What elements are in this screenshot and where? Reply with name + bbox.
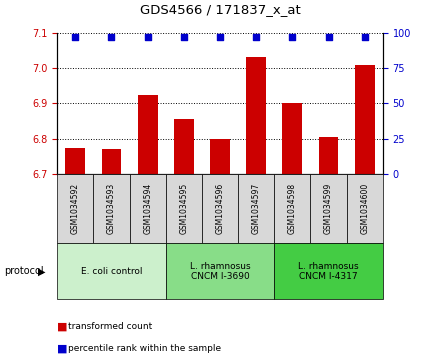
Text: GSM1034592: GSM1034592 (71, 183, 80, 234)
Bar (274, 243, 383, 299)
Text: E. coli control: E. coli control (81, 267, 142, 276)
Bar (66, 148, 85, 174)
Text: GSM1034595: GSM1034595 (180, 183, 188, 234)
Text: ■: ■ (57, 343, 68, 354)
Bar (282, 103, 302, 174)
Bar (202, 174, 238, 243)
Bar (238, 174, 274, 243)
Text: transformed count: transformed count (68, 322, 152, 331)
Point (361, 34, 368, 40)
Bar (166, 243, 274, 299)
Bar (129, 174, 166, 243)
Text: GSM1034599: GSM1034599 (324, 183, 333, 234)
Text: percentile rank within the sample: percentile rank within the sample (68, 344, 221, 353)
Bar (355, 65, 375, 174)
Point (216, 34, 224, 40)
Bar (93, 174, 129, 243)
Point (144, 34, 151, 40)
Text: ■: ■ (57, 322, 68, 332)
Bar (246, 57, 266, 174)
Bar (166, 174, 202, 243)
Bar (210, 139, 230, 174)
Bar (274, 174, 311, 243)
Bar (57, 243, 166, 299)
Text: L. rhamnosus
CNCM I-4317: L. rhamnosus CNCM I-4317 (298, 262, 359, 281)
Bar (311, 174, 347, 243)
Text: GSM1034596: GSM1034596 (216, 183, 224, 234)
Point (72, 34, 79, 40)
Bar (57, 174, 93, 243)
Point (289, 34, 296, 40)
Bar (174, 119, 194, 174)
Text: GSM1034597: GSM1034597 (252, 183, 260, 234)
Point (108, 34, 115, 40)
Text: ▶: ▶ (38, 266, 46, 276)
Bar (102, 150, 121, 174)
Text: protocol: protocol (4, 266, 44, 276)
Point (325, 34, 332, 40)
Text: GSM1034593: GSM1034593 (107, 183, 116, 234)
Text: GDS4566 / 171837_x_at: GDS4566 / 171837_x_at (139, 3, 301, 16)
Bar (347, 174, 383, 243)
Point (180, 34, 187, 40)
Point (253, 34, 260, 40)
Text: GSM1034594: GSM1034594 (143, 183, 152, 234)
Bar (138, 95, 158, 174)
Bar (319, 137, 338, 174)
Text: L. rhamnosus
CNCM I-3690: L. rhamnosus CNCM I-3690 (190, 262, 250, 281)
Text: GSM1034600: GSM1034600 (360, 183, 369, 234)
Text: GSM1034598: GSM1034598 (288, 183, 297, 234)
